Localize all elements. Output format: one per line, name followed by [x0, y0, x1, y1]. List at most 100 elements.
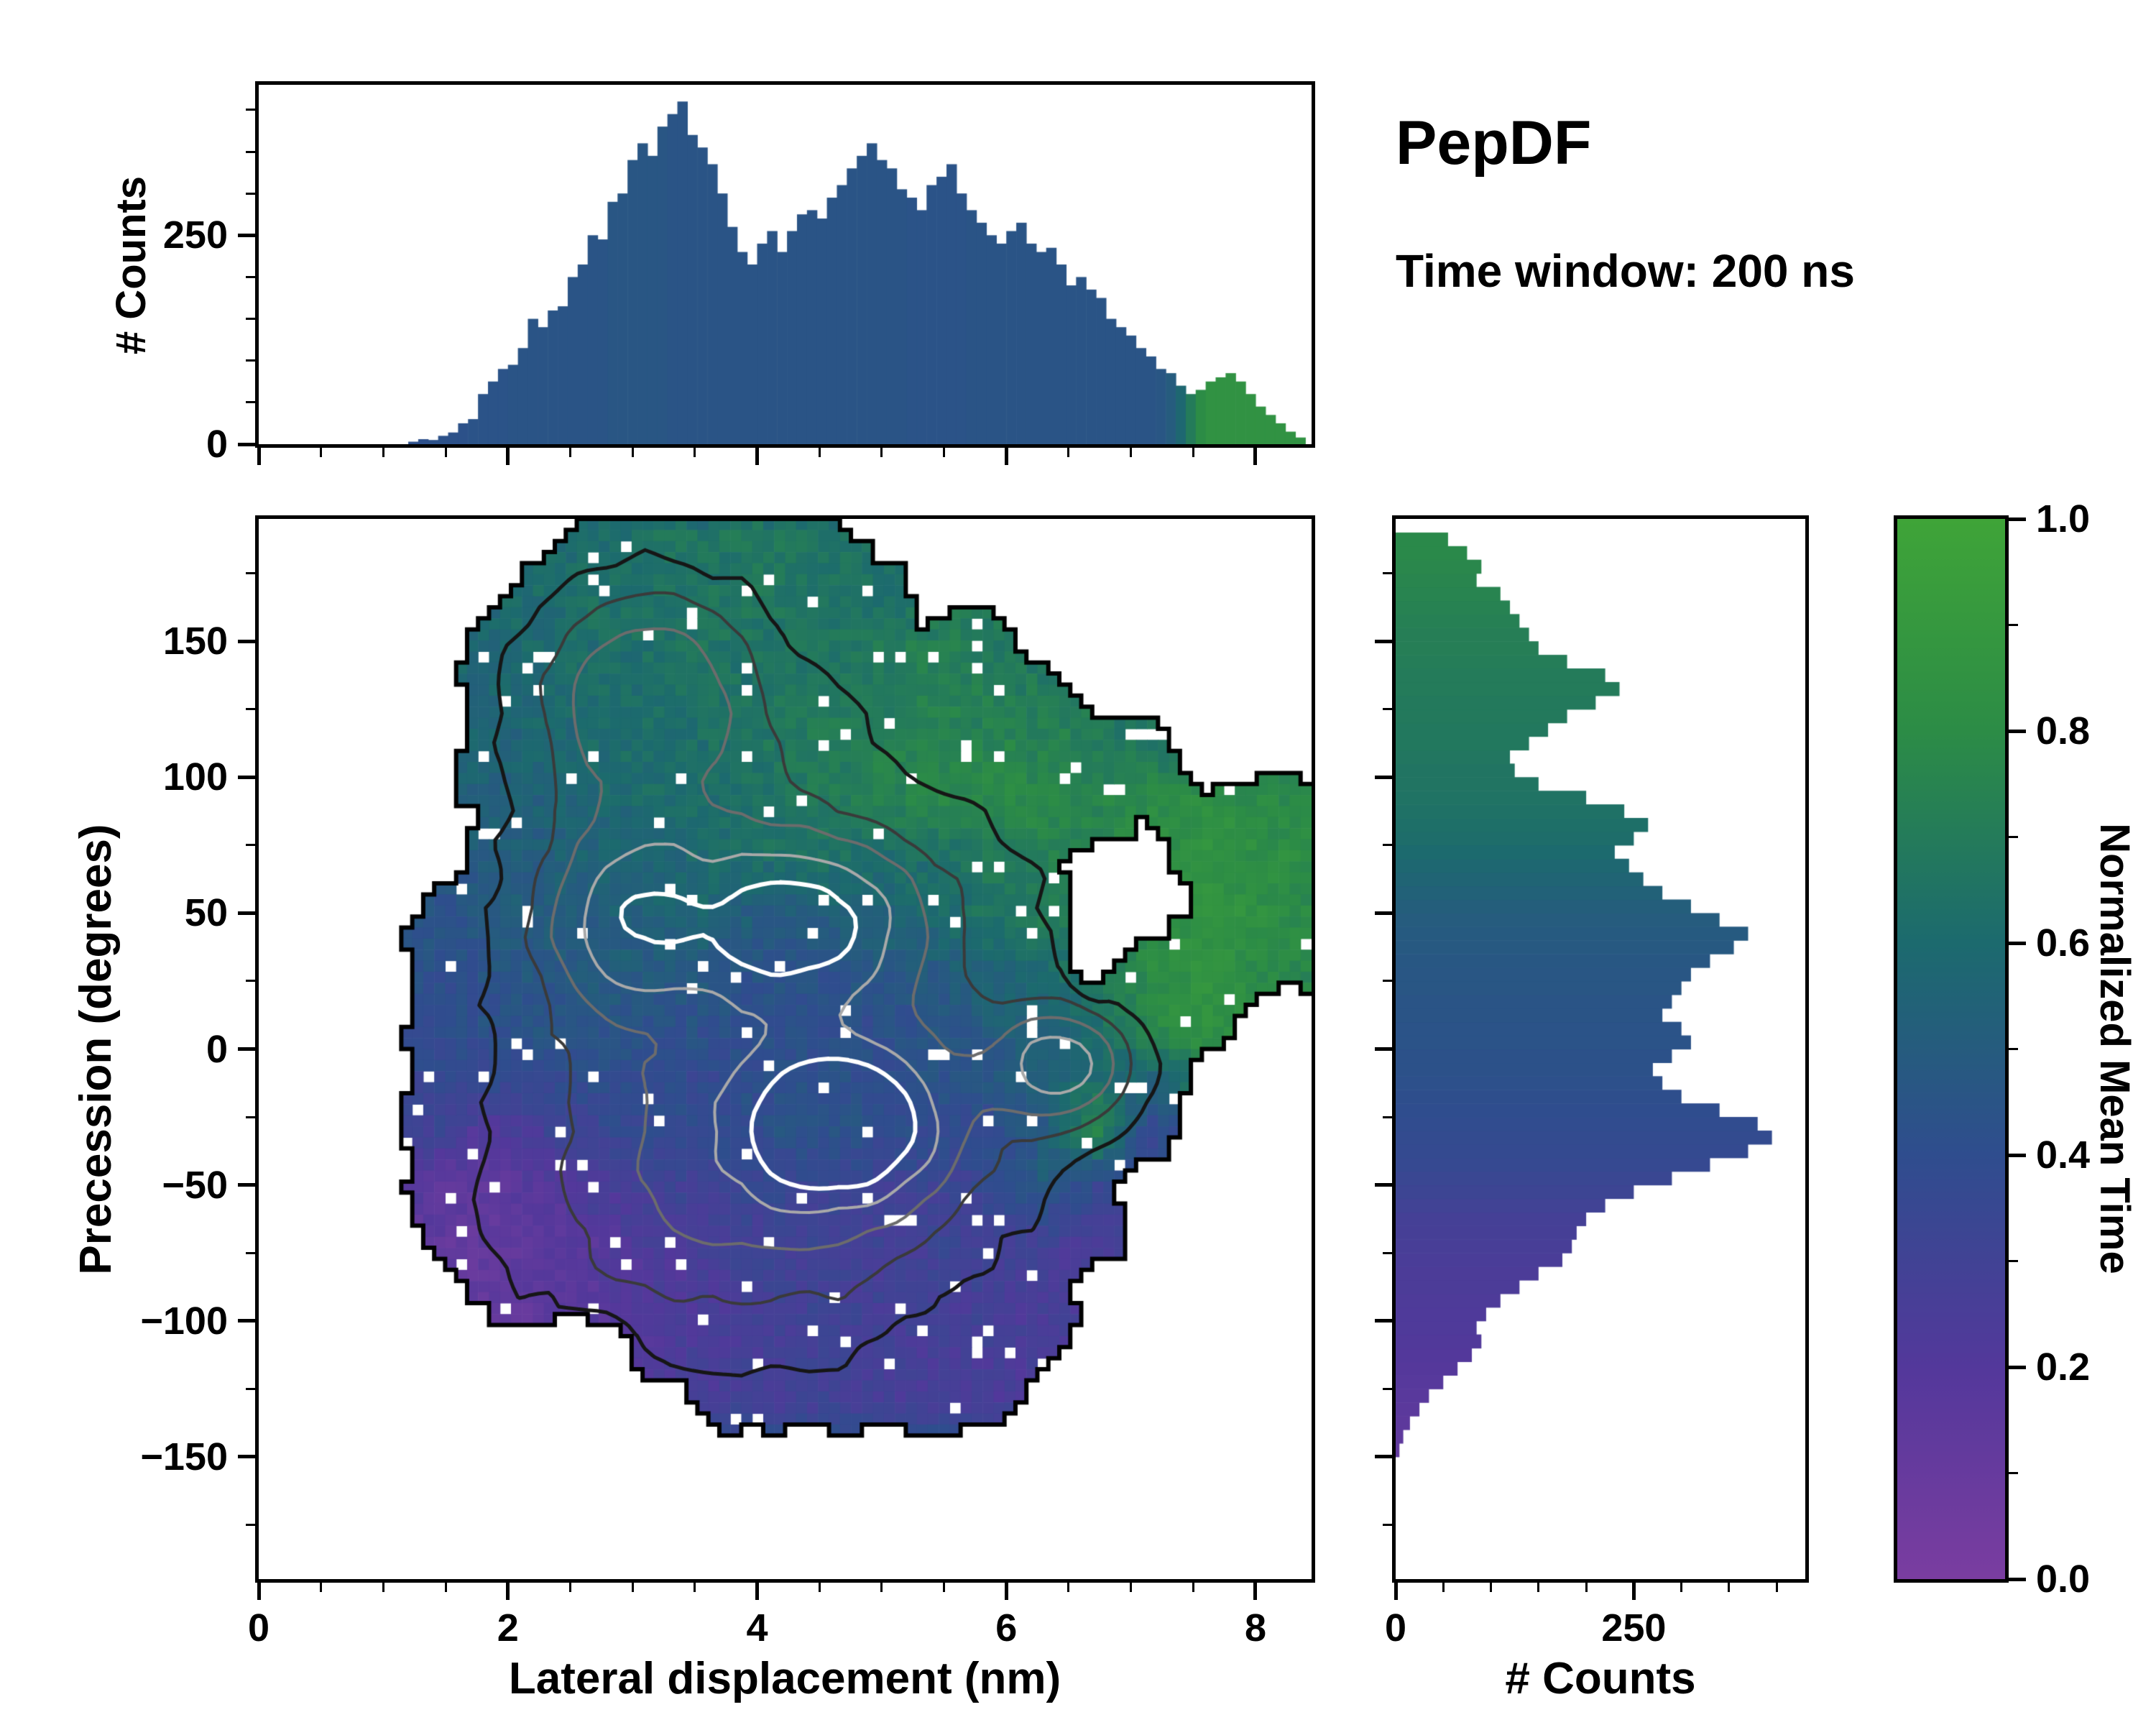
axis-minor-tick: [246, 572, 255, 575]
axis-tick: [2009, 1365, 2026, 1369]
axis-minor-tick: [1130, 1583, 1133, 1592]
axis-tick: [1375, 639, 1392, 643]
axis-minor-tick: [818, 1583, 821, 1592]
colorbar-label: Normalized Mean Time: [2091, 823, 2138, 1274]
axis-minor-tick: [246, 708, 255, 711]
axis-tick-label: 0.0: [2036, 1558, 2091, 1601]
axis-tick: [238, 1455, 255, 1459]
axis-tick: [1393, 1583, 1398, 1600]
axis-tick: [1253, 1583, 1258, 1600]
axis-tick: [238, 442, 255, 446]
axis-minor-tick: [568, 448, 571, 457]
axis-minor-tick: [943, 448, 946, 457]
axis-tick: [506, 448, 510, 465]
main-plot-frame: [255, 515, 1315, 1583]
top-histogram-ylabel: # Counts: [108, 175, 155, 355]
axis-minor-tick: [246, 1251, 255, 1254]
axis-minor-tick: [382, 448, 384, 457]
figure-subtitle: Time window: 200 ns: [1396, 245, 1855, 297]
axis-minor-tick: [246, 1116, 255, 1118]
axis-tick-label: 4: [746, 1606, 768, 1650]
axis-minor-tick: [2009, 624, 2018, 626]
axis-minor-tick: [320, 1583, 323, 1592]
axis-minor-tick: [818, 448, 821, 457]
axis-minor-tick: [943, 1583, 946, 1592]
axis-minor-tick: [246, 1523, 255, 1526]
axis-tick: [1375, 1319, 1392, 1323]
axis-minor-tick: [1775, 1583, 1778, 1592]
main-heatmap-canvas: [259, 519, 1312, 1579]
axis-minor-tick: [2009, 1048, 2018, 1050]
axis-tick-label: 0: [247, 1606, 270, 1650]
axis-tick-label: 150: [162, 620, 228, 663]
colorbar-gradient: [1897, 519, 2005, 1579]
axis-tick: [2009, 729, 2026, 733]
main-ylabel: Precession (degrees): [71, 824, 121, 1275]
axis-minor-tick: [1067, 1583, 1070, 1592]
axis-minor-tick: [631, 1583, 634, 1592]
axis-minor-tick: [246, 1387, 255, 1390]
axis-minor-tick: [320, 448, 323, 457]
axis-minor-tick: [246, 844, 255, 847]
axis-tick-label: 250: [1601, 1606, 1667, 1650]
axis-tick: [755, 448, 759, 465]
axis-minor-tick: [1680, 1583, 1683, 1592]
axis-minor-tick: [246, 192, 255, 195]
colorbar-frame: [1894, 515, 2009, 1583]
axis-minor-tick: [1442, 1583, 1445, 1592]
axis-minor-tick: [2009, 1472, 2018, 1474]
axis-tick: [1375, 1455, 1392, 1459]
axis-minor-tick: [1130, 448, 1133, 457]
axis-tick: [1375, 911, 1392, 915]
axis-minor-tick: [1537, 1583, 1540, 1592]
axis-tick-label: 6: [995, 1606, 1018, 1650]
axis-minor-tick: [1383, 1251, 1392, 1254]
axis-minor-tick: [1383, 572, 1392, 575]
axis-minor-tick: [1490, 1583, 1493, 1592]
axis-minor-tick: [1383, 1387, 1392, 1390]
axis-tick: [238, 911, 255, 915]
axis-minor-tick: [1192, 448, 1194, 457]
axis-tick: [1631, 1583, 1636, 1600]
axis-tick: [1375, 775, 1392, 779]
axis-minor-tick: [1383, 980, 1392, 983]
right-histogram-frame: [1392, 515, 1809, 1583]
axis-minor-tick: [246, 980, 255, 983]
axis-minor-tick: [631, 448, 634, 457]
axis-minor-tick: [1067, 448, 1070, 457]
axis-tick: [506, 1583, 510, 1600]
axis-minor-tick: [1383, 844, 1392, 847]
axis-tick-label: 8: [1244, 1606, 1266, 1650]
right-histogram-xlabel: # Counts: [1505, 1654, 1696, 1703]
axis-tick-label: 1.0: [2036, 497, 2091, 540]
axis-tick: [2009, 941, 2026, 945]
right-histogram-canvas: [1396, 519, 1805, 1579]
axis-minor-tick: [246, 150, 255, 153]
axis-tick: [755, 1583, 759, 1600]
axis-tick: [1375, 1047, 1392, 1051]
axis-minor-tick: [444, 1583, 447, 1592]
axis-minor-tick: [880, 448, 883, 457]
axis-minor-tick: [246, 401, 255, 404]
top-histogram-canvas: [259, 85, 1312, 444]
axis-minor-tick: [246, 318, 255, 321]
axis-minor-tick: [444, 448, 447, 457]
axis-tick-label: 0: [1384, 1606, 1407, 1650]
axis-minor-tick: [1383, 708, 1392, 711]
axis-tick: [257, 448, 261, 465]
axis-minor-tick: [694, 1583, 696, 1592]
axis-minor-tick: [694, 448, 696, 457]
top-histogram-frame: [255, 81, 1315, 448]
axis-tick: [1004, 448, 1008, 465]
axis-tick: [238, 1183, 255, 1187]
axis-tick-label: 2: [497, 1606, 519, 1650]
axis-tick: [2009, 1153, 2026, 1157]
axis-minor-tick: [1383, 1523, 1392, 1526]
axis-tick: [238, 233, 255, 237]
axis-minor-tick: [1728, 1583, 1731, 1592]
axis-tick: [2009, 1577, 2026, 1581]
axis-tick: [1253, 448, 1258, 465]
main-xlabel: Lateral displacement (nm): [508, 1654, 1061, 1703]
axis-tick-label: −150: [140, 1435, 228, 1478]
axis-minor-tick: [880, 1583, 883, 1592]
